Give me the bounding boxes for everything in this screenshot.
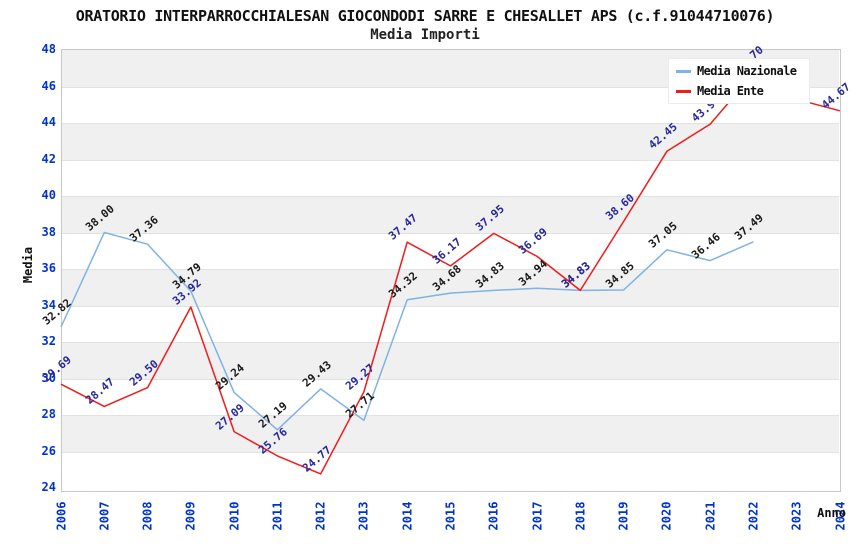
legend-item-media-ente: Media Ente bbox=[676, 83, 803, 99]
y-tick-label: 32 bbox=[41, 334, 56, 348]
y-tick-label: 26 bbox=[41, 443, 56, 458]
y-tick-label: 24 bbox=[41, 480, 56, 494]
gridline bbox=[62, 305, 839, 307]
y-tick-label: 40 bbox=[41, 188, 56, 202]
plot-area bbox=[61, 49, 841, 492]
gridline bbox=[62, 269, 839, 270]
series-line-media-ente bbox=[60, 72, 841, 475]
gridline bbox=[62, 342, 839, 343]
gridline bbox=[62, 451, 839, 453]
page-title: ORATORIO INTERPARROCCHIALESAN GIOCONDODI… bbox=[75, 7, 775, 25]
x-axis-title: Anno bbox=[817, 506, 846, 520]
grid-band bbox=[62, 342, 839, 379]
gridline bbox=[62, 86, 839, 88]
legend-label-media-nazionale: Media Nazionale bbox=[697, 64, 797, 78]
gridline bbox=[62, 123, 839, 124]
y-tick-label: 44 bbox=[41, 115, 56, 129]
grid-band bbox=[62, 269, 839, 306]
legend-item-media-nazionale: Media Nazionale bbox=[676, 63, 803, 79]
gridline bbox=[62, 415, 839, 416]
gridline bbox=[62, 378, 839, 380]
y-tick-label: 30 bbox=[41, 370, 56, 385]
gridline bbox=[62, 159, 839, 161]
y-tick-label: 28 bbox=[41, 407, 56, 421]
legend: Media Nazionale Media Ente bbox=[668, 58, 810, 104]
y-tick-label: 38 bbox=[41, 224, 56, 239]
legend-label-media-ente: Media Ente bbox=[697, 84, 764, 98]
y-tick-label: 36 bbox=[41, 261, 56, 275]
legend-swatch-media-nazionale-icon bbox=[676, 69, 691, 73]
y-tick-label: 42 bbox=[41, 151, 56, 166]
legend-swatch-media-ente-icon bbox=[676, 89, 691, 93]
y-tick-label: 46 bbox=[41, 78, 56, 93]
grid-band bbox=[62, 196, 839, 233]
series-line-media-nazionale bbox=[60, 231, 754, 431]
chart-subtitle: Media Importi bbox=[370, 27, 480, 43]
gridline bbox=[62, 232, 839, 234]
y-tick-label: 48 bbox=[41, 42, 56, 56]
grid-band bbox=[62, 415, 839, 452]
y-tick-label: 34 bbox=[41, 297, 56, 312]
grid-band bbox=[62, 123, 839, 160]
gridline bbox=[62, 196, 839, 197]
